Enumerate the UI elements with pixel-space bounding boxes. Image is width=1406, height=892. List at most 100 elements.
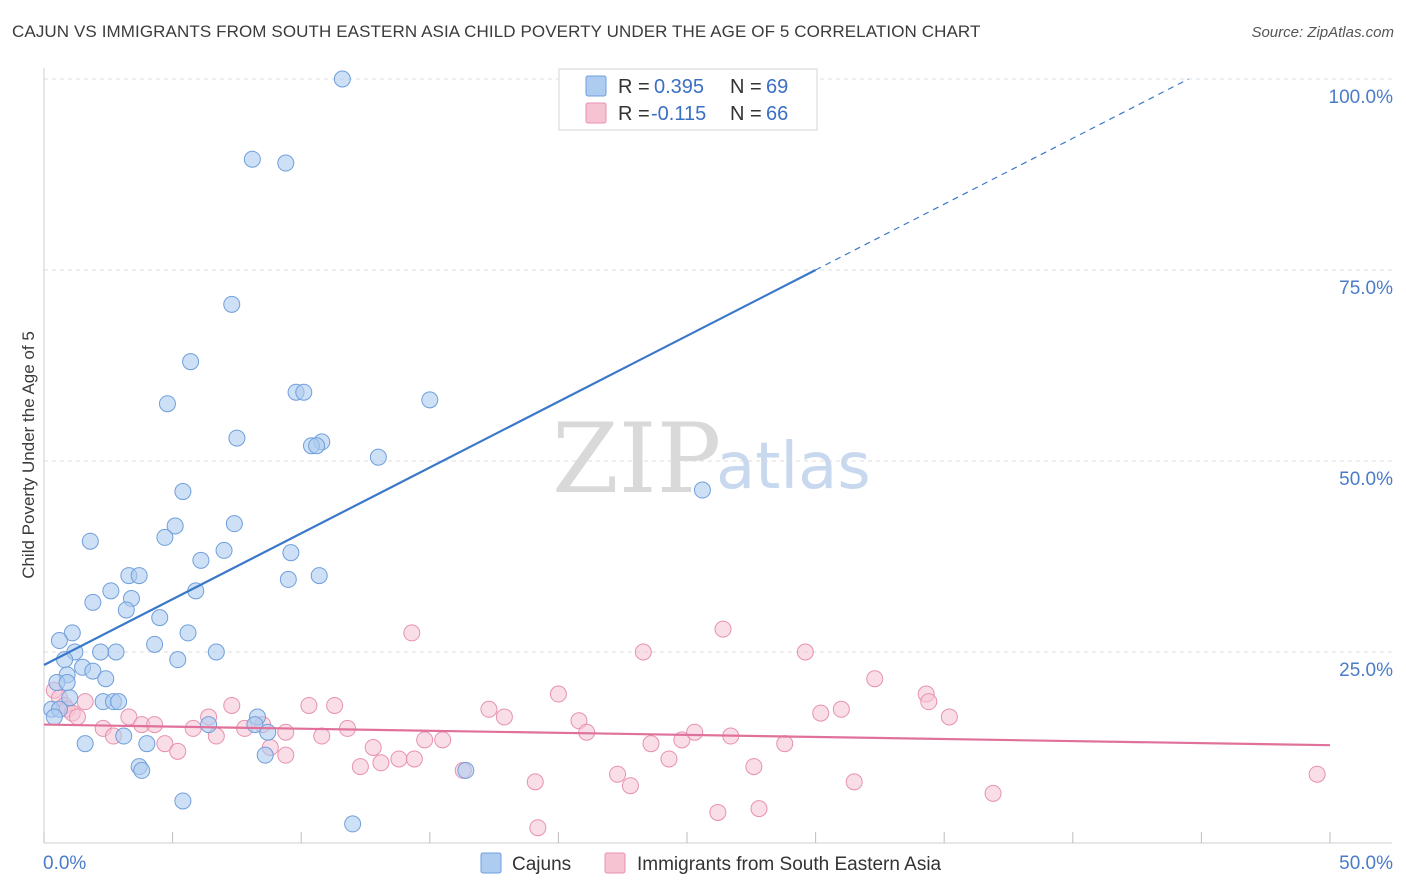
- cajun-point: [133, 761, 151, 779]
- x-tick-labels: 0.0% 50.0%: [43, 853, 1393, 874]
- cajun-point: [333, 70, 351, 88]
- correlation-legend: R = 0.395 N = 69 R = -0.115 N = 66: [558, 68, 818, 131]
- sea-point: [495, 708, 513, 726]
- sea-point: [403, 624, 421, 642]
- sea-point: [714, 620, 732, 638]
- cajun-point: [58, 674, 76, 692]
- cajun-point: [156, 528, 174, 546]
- sea-point: [776, 735, 794, 753]
- sea-point: [549, 685, 567, 703]
- cajun-point: [97, 670, 115, 688]
- y-tick-label: 50.0%: [1339, 469, 1393, 490]
- cajun-trend-extension: [815, 78, 1189, 271]
- cajun-point: [138, 735, 156, 753]
- cajun-point: [84, 593, 102, 611]
- sea-point: [526, 773, 544, 791]
- legend-r-value-cajun: 0.395: [654, 76, 704, 98]
- legend-n-value-cajun: 69: [766, 76, 788, 98]
- cajun-point: [50, 632, 68, 650]
- sea-point: [832, 700, 850, 718]
- cajun-point: [200, 716, 218, 734]
- cajun-point: [182, 353, 200, 371]
- cajun-point: [207, 643, 225, 661]
- sea-point: [372, 754, 390, 772]
- legend-n-value-sea: 66: [766, 103, 788, 125]
- cajun-point: [110, 693, 128, 711]
- cajun-point: [369, 448, 387, 466]
- sea-point: [660, 750, 678, 768]
- chart-title: CAJUN VS IMMIGRANTS FROM SOUTH EASTERN A…: [12, 22, 981, 41]
- sea-point: [326, 696, 344, 714]
- sea-point: [156, 735, 174, 753]
- bottom-legend-swatch-cajun: [480, 852, 502, 874]
- sea-point: [940, 708, 958, 726]
- x-tick-label: 50.0%: [1339, 853, 1393, 874]
- cajun-point: [45, 708, 63, 726]
- sea-point: [169, 742, 187, 760]
- cajun-trend-line: [43, 269, 817, 666]
- trend-lines: [43, 78, 1331, 747]
- sea-point: [416, 731, 434, 749]
- cajun-point: [421, 391, 439, 409]
- legend-r-label-sea: R =: [618, 103, 650, 125]
- y-tick-labels: 25.0% 50.0% 75.0% 100.0%: [1329, 87, 1394, 681]
- legend-r-label-cajun: R =: [618, 76, 650, 98]
- sea-point: [300, 696, 318, 714]
- cajun-point: [457, 761, 475, 779]
- cajun-point: [256, 746, 274, 764]
- sea-point: [277, 746, 295, 764]
- watermark-zip: ZIP: [552, 403, 721, 515]
- sea-trend-line: [43, 723, 1331, 747]
- sea-point: [634, 643, 652, 661]
- sea-point: [750, 800, 768, 818]
- cajun-point: [92, 643, 110, 661]
- y-tick-label: 100.0%: [1329, 87, 1394, 108]
- cajun-point: [102, 582, 120, 600]
- cajun-point: [63, 624, 81, 642]
- cajun-point: [277, 154, 295, 172]
- sea-point: [686, 723, 704, 741]
- series-cajun-points: [43, 70, 711, 833]
- cajun-point: [228, 429, 246, 447]
- cajun-point: [158, 395, 176, 413]
- cajun-point: [166, 517, 184, 535]
- series-legend: Cajuns Immigrants from South Eastern Asi…: [480, 852, 942, 875]
- sea-point: [277, 723, 295, 741]
- sea-point: [480, 700, 498, 718]
- sea-point: [920, 693, 938, 711]
- cajun-point: [76, 735, 94, 753]
- legend-n-label-sea: N =: [730, 103, 762, 125]
- x-tick-label: 0.0%: [43, 853, 86, 874]
- cajun-point: [117, 601, 135, 619]
- sea-point: [313, 727, 331, 745]
- cajun-point: [151, 609, 169, 627]
- cajun-point: [310, 567, 328, 585]
- sea-point: [642, 735, 660, 753]
- sea-point: [76, 693, 94, 711]
- bottom-legend-swatch-sea: [604, 852, 626, 874]
- series-sea-points: [45, 620, 1326, 837]
- sea-point: [621, 777, 639, 795]
- source-credit: Source: ZipAtlas.com: [1251, 24, 1394, 41]
- legend-r-value-sea: -0.115: [651, 103, 706, 125]
- cajun-point: [344, 815, 362, 833]
- y-tick-label: 75.0%: [1339, 278, 1393, 299]
- cajun-point: [61, 689, 79, 707]
- cajun-point: [282, 544, 300, 562]
- sea-point: [184, 719, 202, 737]
- cajun-point: [693, 481, 711, 499]
- y-axis-label: Child Poverty Under the Age of 5: [19, 331, 38, 579]
- sea-point: [529, 819, 547, 837]
- sea-point: [866, 670, 884, 688]
- y-tick-label: 25.0%: [1339, 660, 1393, 681]
- cajun-point: [115, 727, 133, 745]
- cajun-point: [169, 651, 187, 669]
- sea-point: [796, 643, 814, 661]
- cajun-point: [225, 515, 243, 533]
- cajun-point: [81, 532, 99, 550]
- sea-point: [845, 773, 863, 791]
- legend-swatch-sea: [585, 102, 607, 124]
- axes: [43, 68, 1392, 844]
- cajun-point: [192, 551, 210, 569]
